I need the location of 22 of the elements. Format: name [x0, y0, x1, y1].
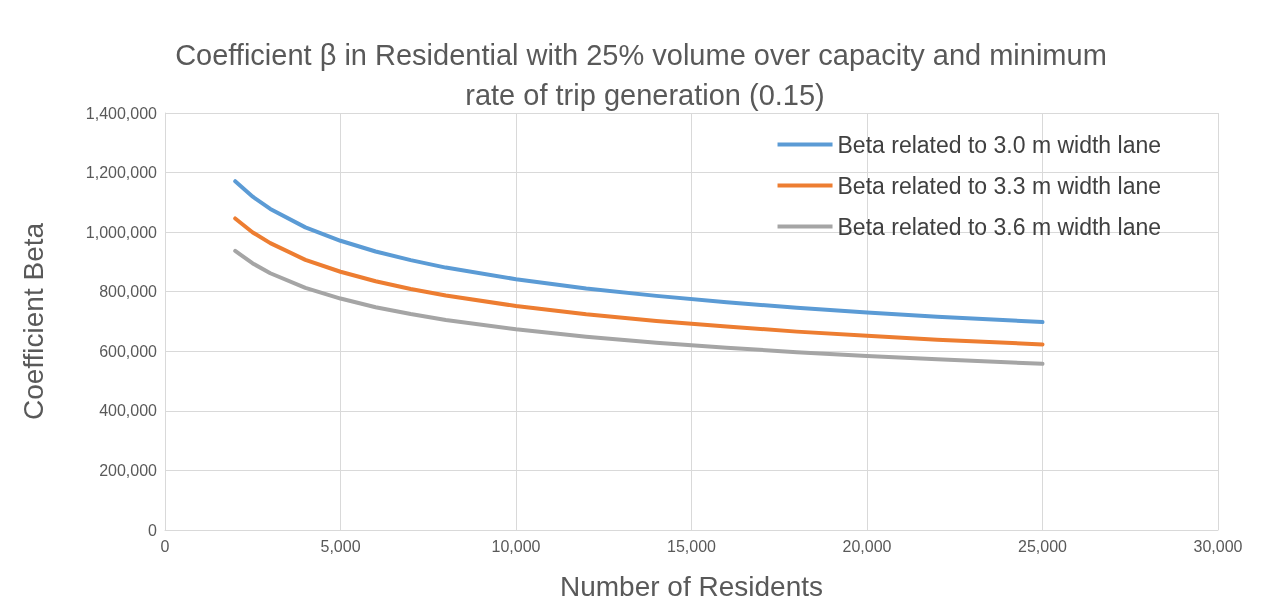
legend-label: Beta related to 3.0 m width lane — [837, 131, 1162, 158]
x-tick-label: 0 — [160, 537, 170, 555]
y-tick-label: 1,400,000 — [85, 104, 158, 122]
chart-title: Coefficient β in Residential with 25% volume over capacity and minimum rate of trip generation (0.15) — [175, 39, 1115, 111]
x-tick-label: 25,000 — [1018, 537, 1068, 555]
y-tick-label: 1,000,000 — [85, 223, 158, 241]
x-tick-label: 20,000 — [842, 537, 892, 555]
y-tick-label: 200,000 — [99, 461, 158, 479]
x-tick-label: 5,000 — [320, 537, 361, 555]
x-axis-title: Number of Residents — [559, 570, 824, 602]
y-tick-label: 0 — [148, 521, 158, 539]
x-tick-label: 30,000 — [1193, 537, 1243, 555]
y-tick-label: 800,000 — [99, 283, 158, 301]
line-series — [233, 248, 1045, 366]
y-tick-label: 400,000 — [99, 402, 158, 420]
y-tick-label: 1,200,000 — [85, 164, 158, 182]
legend-label: Beta related to 3.6 m width lane — [837, 213, 1162, 240]
x-tick-label: 10,000 — [491, 537, 541, 555]
x-tick-label: 15,000 — [667, 537, 717, 555]
y-tick-label: 600,000 — [99, 342, 158, 360]
y-axis-title: Coefficient Beta — [17, 222, 49, 421]
legend-label: Beta related to 3.3 m width lane — [837, 172, 1162, 199]
